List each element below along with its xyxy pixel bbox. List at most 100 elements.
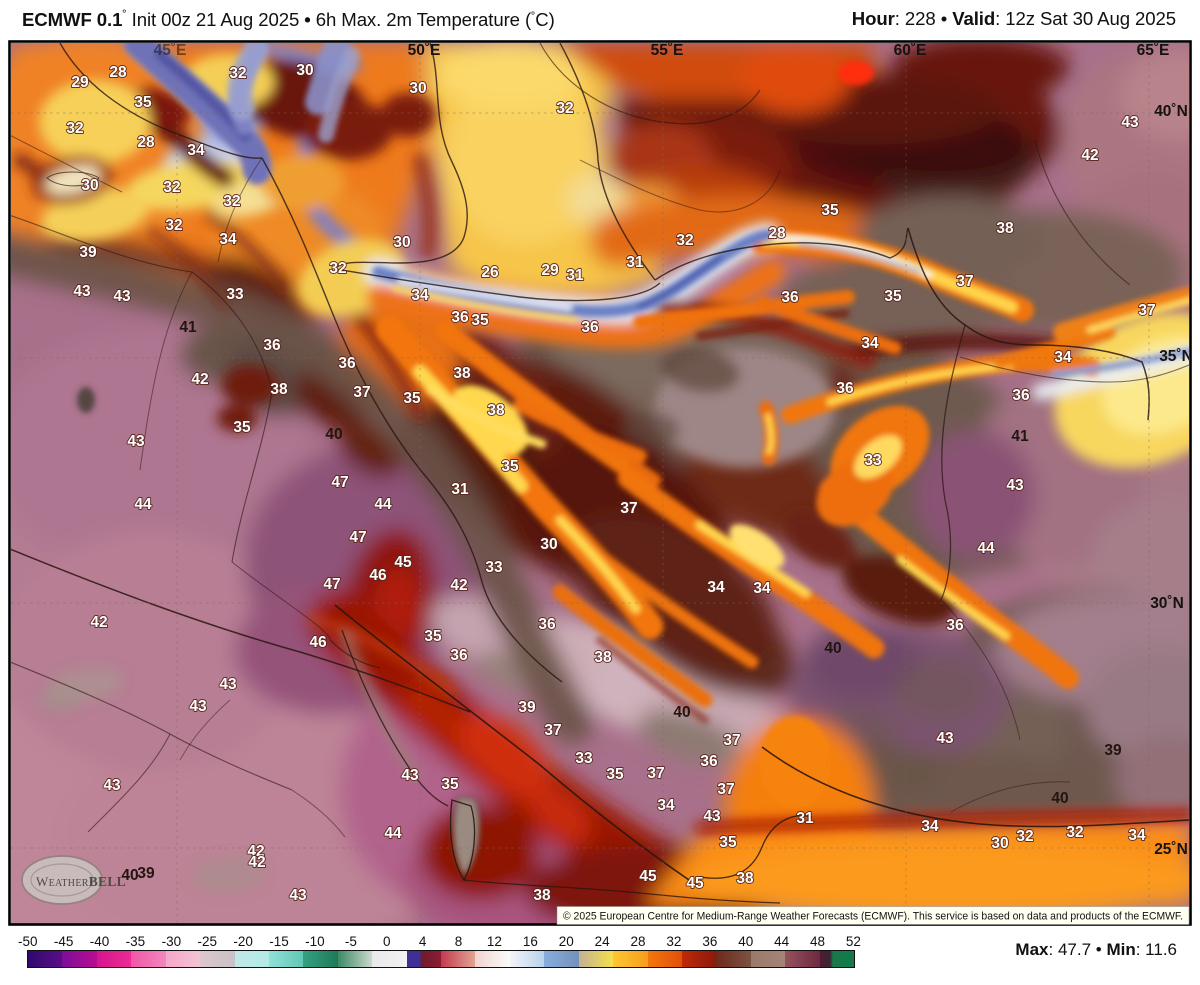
svg-text:36: 36 — [946, 617, 964, 634]
svg-text:32: 32 — [556, 100, 573, 117]
svg-text:47: 47 — [323, 576, 340, 593]
svg-text:31: 31 — [626, 254, 644, 271]
svg-text:42: 42 — [191, 371, 208, 388]
svg-text:30: 30 — [409, 80, 426, 97]
svg-text:32: 32 — [676, 232, 693, 249]
svg-text:37: 37 — [723, 732, 740, 749]
svg-text:35: 35 — [884, 288, 902, 305]
svg-text:35: 35 — [821, 202, 839, 219]
svg-text:© 2025 European Centre for Med: © 2025 European Centre for Medium-Range … — [563, 911, 1183, 923]
svg-text:34: 34 — [753, 580, 771, 597]
svg-text:39: 39 — [518, 699, 536, 716]
svg-text:44: 44 — [134, 496, 152, 513]
svg-text:45: 45 — [639, 868, 657, 885]
svg-text:35: 35 — [233, 419, 251, 436]
svg-text:40: 40 — [824, 640, 841, 657]
svg-text:37: 37 — [956, 273, 973, 290]
svg-text:43: 43 — [289, 887, 307, 904]
svg-text:28: 28 — [137, 134, 155, 151]
svg-text:34: 34 — [861, 335, 879, 352]
svg-text:32: 32 — [1016, 828, 1033, 845]
svg-text:43: 43 — [1121, 114, 1139, 131]
svg-text:44: 44 — [374, 496, 392, 513]
svg-text:31: 31 — [566, 267, 584, 284]
svg-text:39: 39 — [137, 865, 155, 882]
svg-text:35˚N: 35˚N — [1159, 348, 1193, 365]
svg-text:36: 36 — [338, 355, 356, 372]
svg-text:38: 38 — [736, 870, 754, 887]
svg-text:40˚N: 40˚N — [1154, 103, 1188, 120]
svg-text:43: 43 — [189, 698, 207, 715]
svg-text:37: 37 — [647, 765, 664, 782]
svg-text:30: 30 — [296, 62, 313, 79]
svg-text:36: 36 — [1012, 387, 1030, 404]
svg-text:43: 43 — [103, 777, 121, 794]
svg-text:40: 40 — [121, 867, 138, 884]
svg-text:43: 43 — [219, 676, 237, 693]
svg-text:30: 30 — [991, 835, 1008, 852]
svg-text:33: 33 — [485, 559, 503, 576]
svg-text:55˚E: 55˚E — [651, 42, 684, 59]
svg-text:46: 46 — [309, 634, 327, 651]
svg-text:37: 37 — [717, 781, 734, 798]
svg-text:36: 36 — [450, 647, 468, 664]
svg-text:39: 39 — [79, 244, 97, 261]
svg-text:34: 34 — [1128, 827, 1146, 844]
svg-text:28: 28 — [109, 64, 127, 81]
svg-text:37: 37 — [544, 722, 561, 739]
svg-text:38: 38 — [996, 220, 1014, 237]
svg-text:30: 30 — [81, 177, 98, 194]
svg-text:43: 43 — [127, 433, 145, 450]
svg-text:40: 40 — [673, 704, 690, 721]
svg-text:34: 34 — [657, 797, 675, 814]
svg-text:42: 42 — [1081, 147, 1098, 164]
svg-text:41: 41 — [1011, 428, 1029, 445]
svg-text:37: 37 — [620, 500, 637, 517]
svg-text:38: 38 — [487, 402, 505, 419]
svg-text:30˚N: 30˚N — [1150, 595, 1184, 612]
svg-text:36: 36 — [781, 289, 799, 306]
svg-text:44: 44 — [977, 540, 995, 557]
svg-text:34: 34 — [921, 818, 939, 835]
svg-text:38: 38 — [270, 381, 288, 398]
svg-text:37: 37 — [1138, 302, 1155, 319]
svg-text:33: 33 — [226, 286, 244, 303]
svg-text:33: 33 — [864, 452, 882, 469]
svg-text:43: 43 — [73, 283, 91, 300]
svg-text:34: 34 — [411, 287, 429, 304]
svg-text:40: 40 — [325, 426, 342, 443]
svg-text:35: 35 — [719, 834, 737, 851]
svg-text:34: 34 — [187, 142, 205, 159]
svg-text:42: 42 — [248, 854, 265, 871]
svg-text:47: 47 — [331, 474, 348, 491]
svg-text:34: 34 — [219, 231, 237, 248]
svg-text:43: 43 — [936, 730, 954, 747]
svg-text:43: 43 — [703, 808, 721, 825]
svg-text:32: 32 — [223, 193, 240, 210]
svg-text:39: 39 — [1104, 742, 1122, 759]
svg-text:WEATHERBELL: WEATHERBELL — [36, 874, 126, 889]
svg-text:36: 36 — [451, 309, 469, 326]
svg-text:37: 37 — [353, 384, 370, 401]
svg-text:35: 35 — [134, 94, 152, 111]
svg-text:34: 34 — [707, 579, 725, 596]
svg-text:31: 31 — [451, 481, 469, 498]
svg-text:47: 47 — [349, 529, 366, 546]
svg-text:65˚E: 65˚E — [1137, 42, 1170, 59]
svg-text:26: 26 — [481, 264, 499, 281]
svg-text:38: 38 — [533, 887, 551, 904]
svg-text:35: 35 — [441, 776, 459, 793]
svg-text:30: 30 — [540, 536, 557, 553]
svg-text:40: 40 — [1051, 790, 1068, 807]
svg-text:29: 29 — [541, 262, 559, 279]
svg-text:36: 36 — [700, 753, 718, 770]
svg-text:45: 45 — [394, 554, 412, 571]
svg-text:38: 38 — [594, 649, 612, 666]
svg-text:32: 32 — [66, 120, 83, 137]
svg-text:41: 41 — [179, 319, 197, 336]
svg-text:45: 45 — [686, 875, 704, 892]
svg-text:35: 35 — [471, 312, 489, 329]
svg-text:32: 32 — [1066, 824, 1083, 841]
svg-text:32: 32 — [165, 217, 182, 234]
svg-text:32: 32 — [329, 260, 346, 277]
